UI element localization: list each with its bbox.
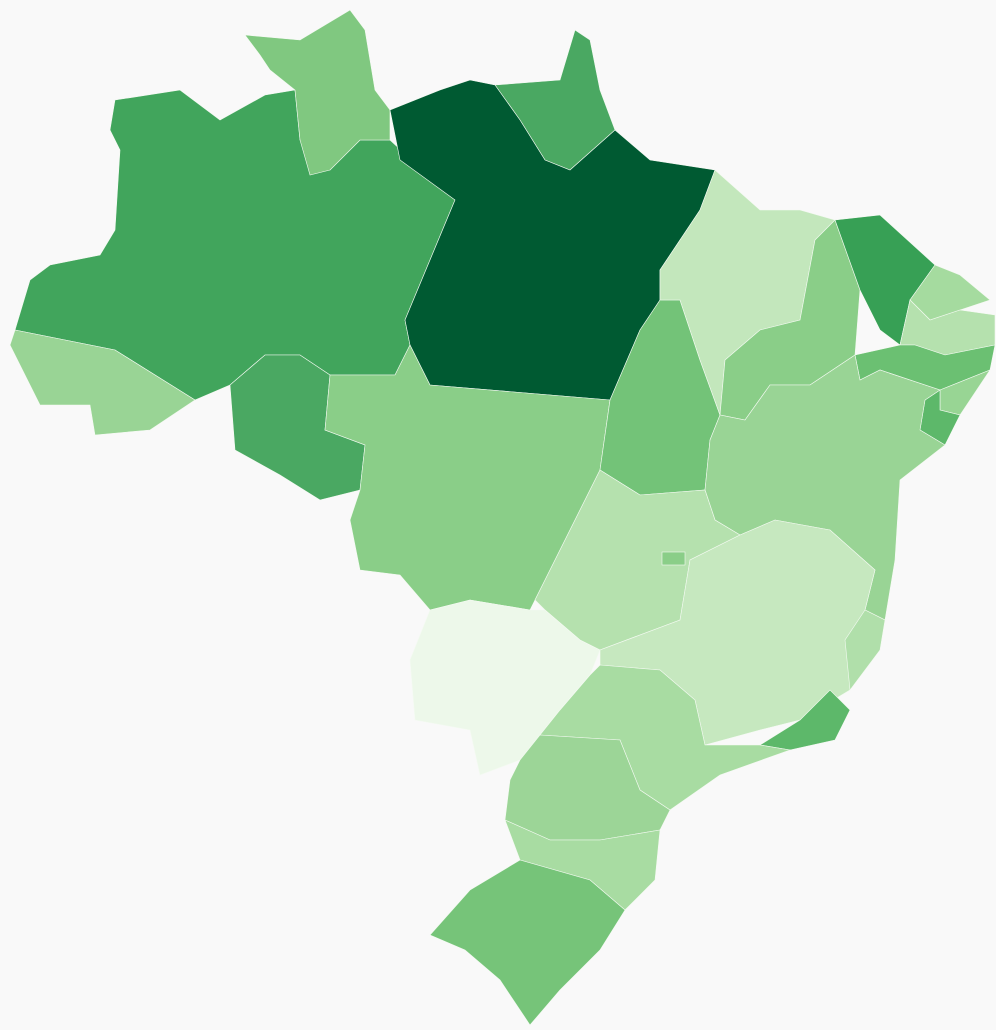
region	[661, 551, 686, 566]
region	[844, 609, 886, 691]
region	[244, 9, 391, 176]
region	[429, 859, 626, 1026]
region	[599, 519, 886, 746]
region	[9, 329, 196, 436]
